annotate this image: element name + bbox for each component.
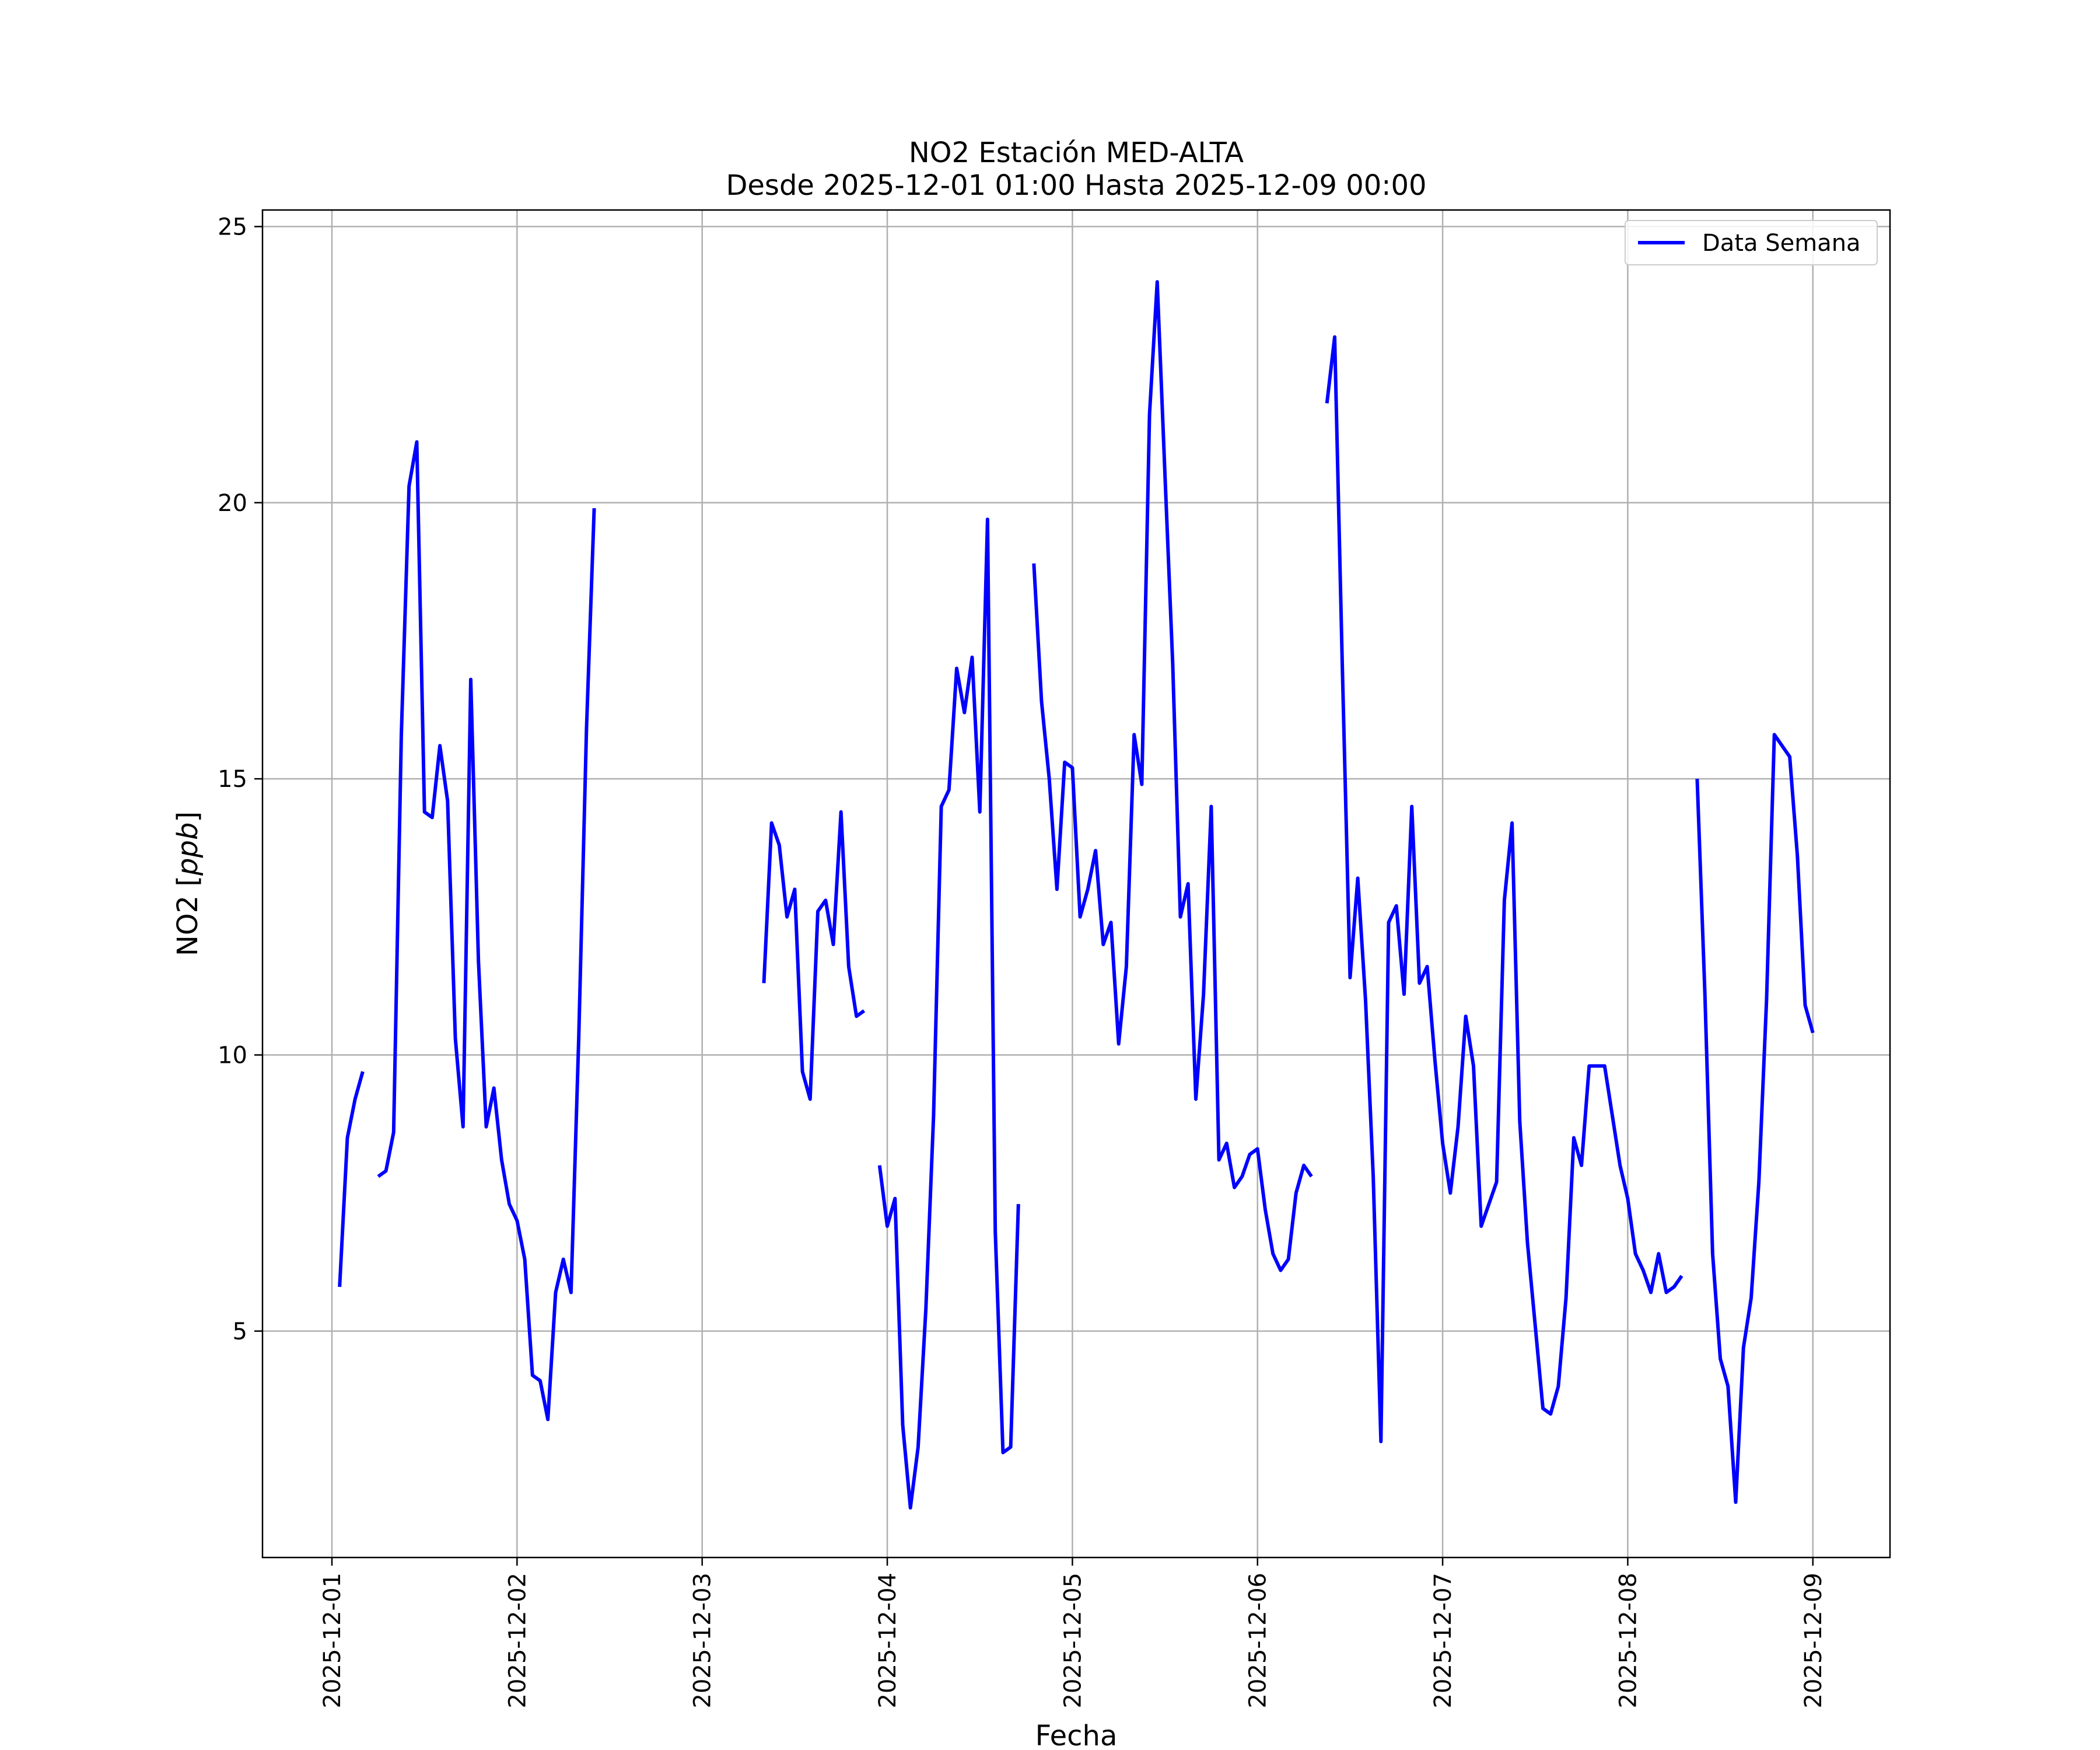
y-axis-label-suffix: ] [172, 811, 204, 822]
series-layer [338, 280, 1815, 1510]
x-tick-label: 2025-12-08 [1615, 1573, 1642, 1708]
legend-box [1625, 220, 1878, 265]
legend-label-data-semana: Data Semana [1702, 230, 1861, 257]
series-line-segment [877, 517, 1020, 1510]
y-axis-label-unit: ppb [172, 822, 204, 876]
x-tick-label: 2025-12-09 [1800, 1573, 1827, 1708]
y-tick-label: 25 [218, 214, 247, 240]
y-tick-label: 10 [218, 1042, 247, 1069]
legend: Data Semana [1625, 220, 1878, 265]
x-tick-label: 2025-12-02 [504, 1573, 531, 1708]
series-line-segment [1325, 335, 1684, 1444]
y-tick-label: 15 [218, 766, 247, 793]
y-tick-label: 5 [233, 1318, 247, 1345]
x-tick-label: 2025-12-01 [319, 1573, 346, 1708]
x-tick-label: 2025-12-03 [690, 1573, 716, 1708]
plot-area [262, 210, 1890, 1558]
y-axis-label: NO2 [ppb] [172, 811, 204, 956]
x-tick-label: 2025-12-04 [874, 1573, 901, 1708]
chart-subtitle: Desde 2025-12-01 01:00 Hasta 2025-12-09 … [726, 169, 1426, 202]
x-axis-label: Fecha [1035, 1720, 1118, 1750]
series-line-segment [762, 810, 866, 1101]
y-axis-label-prefix: NO2 [ [172, 876, 204, 956]
series-line-segment [1032, 280, 1313, 1272]
x-tick-label: 2025-12-07 [1430, 1573, 1457, 1708]
y-tick-label: 20 [218, 490, 247, 517]
x-tick-label: 2025-12-06 [1245, 1573, 1272, 1708]
series-line-segment [338, 1071, 365, 1287]
axis-ticks: 2025-12-01 2025-12-02 2025-12-03 2025-12-04… [218, 214, 1827, 1708]
chart-title: NO2 Estación MED-ALTA [909, 136, 1244, 169]
plot-frame [261, 209, 1891, 1559]
series-line-segment [1695, 733, 1815, 1504]
grid [262, 210, 1890, 1558]
series-line-segment [377, 440, 596, 1422]
x-tick-label: 2025-12-05 [1059, 1573, 1086, 1708]
